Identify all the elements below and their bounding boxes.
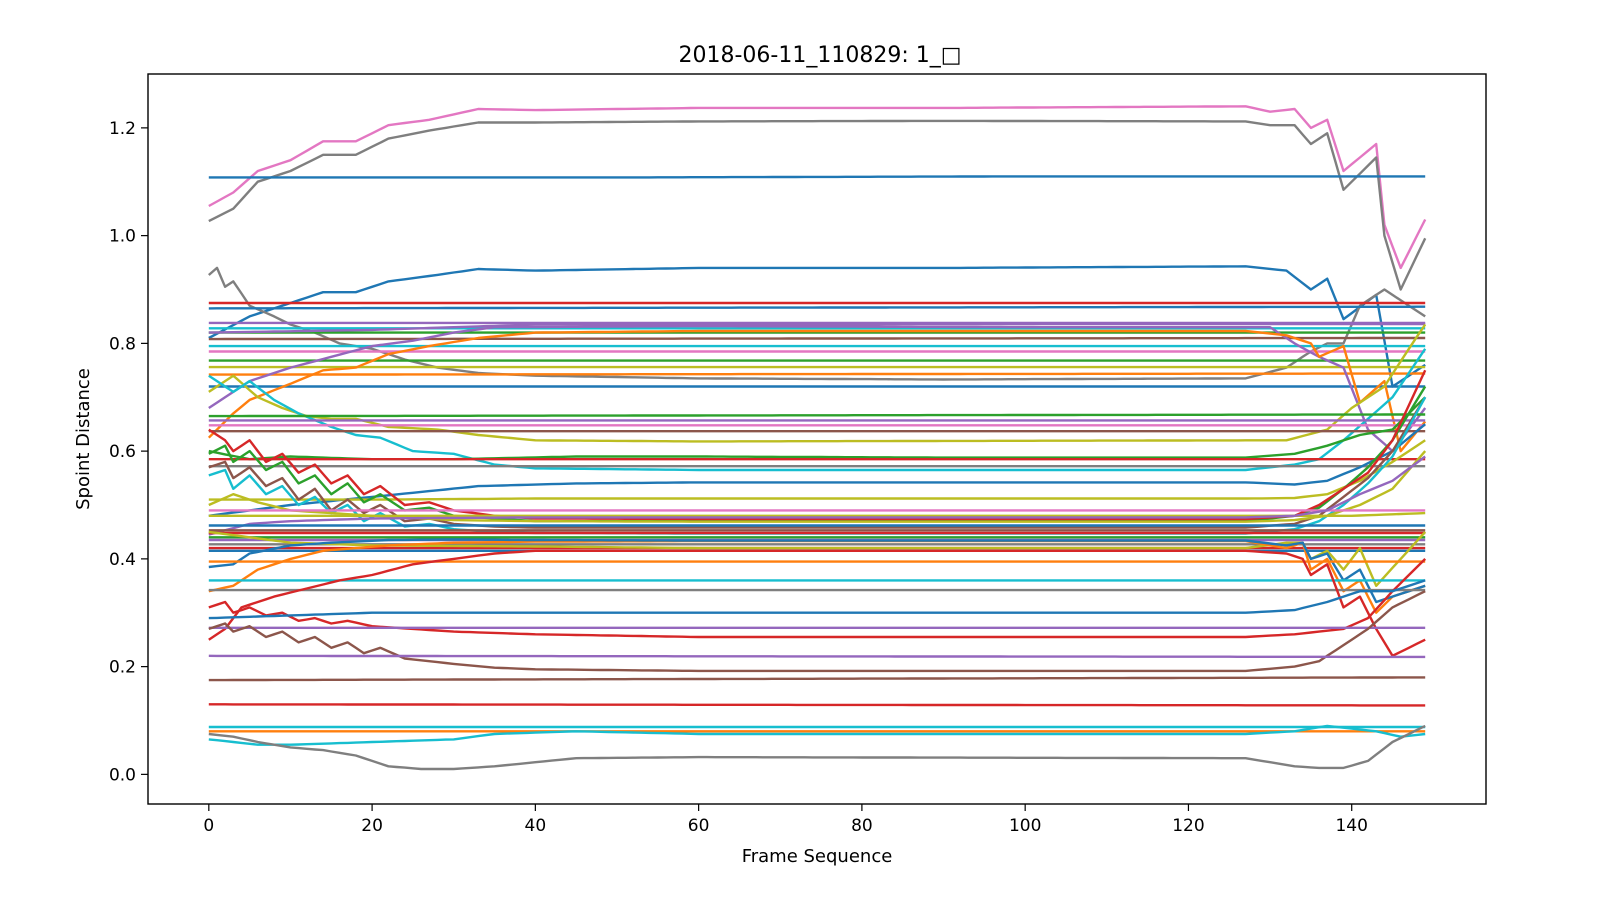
x-tick-label: 40 [525, 816, 547, 836]
series-line-38 [208, 511, 1426, 517]
y-tick-label: 0.6 [109, 442, 136, 462]
x-tick-label: 60 [688, 816, 710, 836]
series-line-33 [208, 396, 1427, 529]
series-line-7 [208, 305, 1426, 310]
y-axis-label: Spoint Distance [73, 368, 94, 510]
series-line-2 [208, 119, 1427, 291]
series-line-60 [208, 676, 1426, 682]
series-line-4 [208, 265, 1426, 388]
y-tick-label: 1.0 [109, 227, 136, 247]
x-tick-label: 80 [851, 816, 873, 836]
x-axis-label: Frame Sequence [742, 846, 893, 867]
series-line-30 [208, 423, 1426, 517]
series-line-48 [208, 530, 1427, 587]
series-layer [207, 105, 1427, 771]
series-line-11 [208, 322, 1426, 334]
tick-layer: 0 20 40 60 80 100 120 140 0.0 0.2 0.4 0.6 0.8 1.0 1.2 [109, 119, 1368, 836]
y-tick-label: 0.4 [109, 550, 136, 570]
x-tick-label: 20 [361, 816, 383, 836]
series-line-20 [207, 329, 1427, 453]
series-line-39 [208, 455, 1426, 536]
series-line-21 [208, 323, 1427, 443]
x-tick-label: 100 [1009, 816, 1041, 836]
series-line-22 [208, 348, 1427, 472]
series-line-57 [208, 579, 1426, 620]
y-tick-label: 0.2 [109, 658, 136, 678]
series-line-31 [208, 439, 1426, 501]
series-line-34 [208, 369, 1427, 521]
y-tick-label: 0.0 [109, 765, 136, 785]
series-line-61 [208, 703, 1426, 707]
x-tick-label: 0 [203, 816, 214, 836]
series-line-3 [208, 175, 1426, 179]
x-tick-label: 120 [1172, 816, 1204, 836]
series-line-50 [208, 538, 1426, 604]
series-line-59 [208, 654, 1426, 659]
plot-frame [147, 73, 1487, 805]
y-tick-label: 0.8 [109, 334, 136, 354]
series-line-1 [208, 105, 1427, 270]
series-line-64 [208, 724, 1426, 746]
chart-title: 2018-06-11_110829: 1_□ [678, 43, 961, 68]
x-tick-label: 140 [1335, 816, 1367, 836]
series-line-65 [208, 724, 1426, 771]
series-line-17 [208, 372, 1426, 376]
series-line-19 [208, 324, 1427, 453]
series-line-23 [208, 413, 1426, 418]
y-tick-label: 1.2 [109, 119, 136, 139]
series-line-58 [208, 590, 1426, 673]
series-line-54 [208, 549, 1426, 657]
series-line-12 [208, 336, 1426, 341]
